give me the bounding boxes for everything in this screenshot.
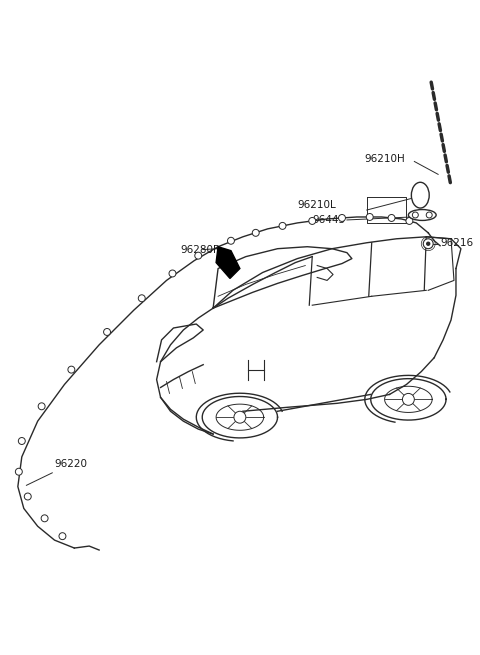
Circle shape xyxy=(18,438,25,445)
Circle shape xyxy=(423,239,433,249)
Circle shape xyxy=(406,217,413,225)
Circle shape xyxy=(427,242,430,245)
Circle shape xyxy=(228,237,234,244)
Circle shape xyxy=(366,214,373,221)
Circle shape xyxy=(169,270,176,277)
Circle shape xyxy=(309,217,316,225)
Circle shape xyxy=(388,214,395,221)
Ellipse shape xyxy=(408,210,436,221)
Circle shape xyxy=(41,515,48,522)
Circle shape xyxy=(138,295,145,302)
Text: 96443: 96443 xyxy=(312,215,346,225)
Circle shape xyxy=(38,403,45,410)
Circle shape xyxy=(412,212,418,218)
Circle shape xyxy=(15,468,22,475)
Circle shape xyxy=(24,493,31,500)
Text: 96280F: 96280F xyxy=(180,245,219,255)
Text: 96216: 96216 xyxy=(440,238,473,248)
Text: 96210L: 96210L xyxy=(298,200,336,210)
Circle shape xyxy=(104,329,110,335)
Text: 96220: 96220 xyxy=(26,458,87,485)
Circle shape xyxy=(426,212,432,218)
Circle shape xyxy=(338,214,346,221)
Circle shape xyxy=(195,252,202,259)
Circle shape xyxy=(234,411,246,423)
Circle shape xyxy=(252,229,259,236)
Ellipse shape xyxy=(411,182,429,208)
Circle shape xyxy=(402,394,414,405)
Text: 96210H: 96210H xyxy=(365,155,406,164)
Circle shape xyxy=(279,223,286,229)
Circle shape xyxy=(59,533,66,540)
Circle shape xyxy=(68,366,75,373)
Polygon shape xyxy=(216,247,240,278)
